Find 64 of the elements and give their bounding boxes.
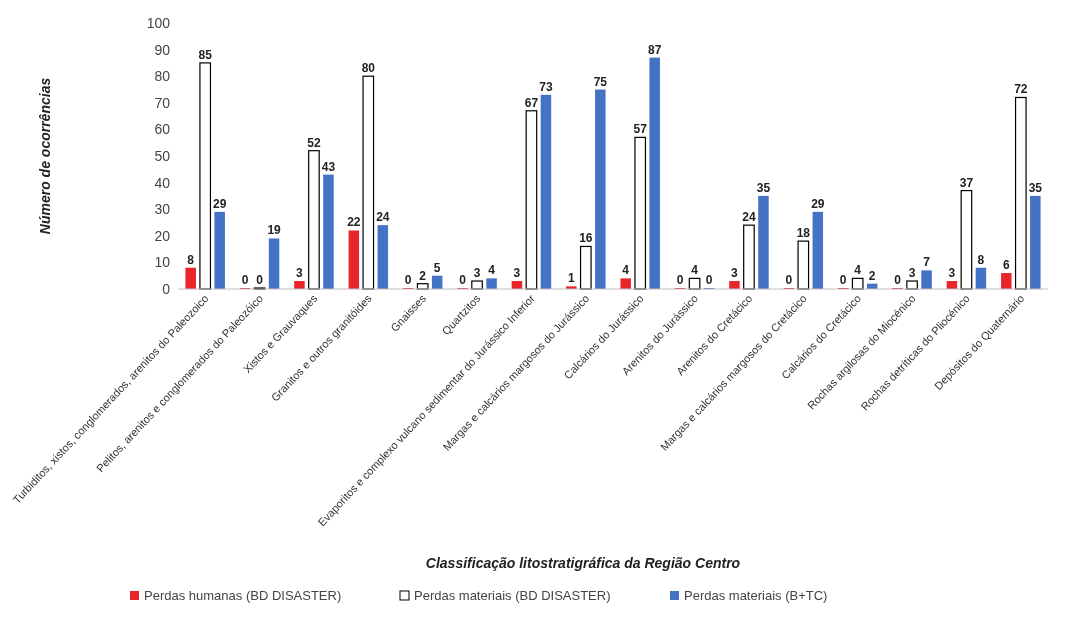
data-label: 85 <box>198 47 213 62</box>
data-label: 22 <box>347 215 361 230</box>
data-label: 0 <box>894 273 902 287</box>
data-label: 0 <box>785 273 793 287</box>
data-label: 0 <box>459 273 467 287</box>
data-label: 29 <box>811 196 825 211</box>
data-label: 0 <box>839 273 847 287</box>
y-tick-label: 30 <box>154 201 171 218</box>
data-label: 80 <box>361 61 376 76</box>
y-tick-label: 80 <box>154 68 171 85</box>
data-label: 52 <box>307 135 321 150</box>
data-label: 3 <box>473 266 481 281</box>
data-label: 8 <box>977 252 985 267</box>
data-label: 19 <box>267 223 282 238</box>
data-label: 3 <box>296 266 304 281</box>
data-label: 4 <box>622 263 630 278</box>
data-label: 37 <box>959 175 974 190</box>
data-label: 72 <box>1014 82 1028 97</box>
data-label: 4 <box>691 263 699 278</box>
data-label: 6 <box>1002 258 1010 273</box>
legend-label: Perdas materiais (BD DISASTER) <box>414 588 611 603</box>
y-tick-label: 0 <box>162 280 171 297</box>
x-axis-title: Classificação litostratigráfica da Região Centro <box>425 555 741 571</box>
data-label: 18 <box>796 226 811 241</box>
data-label: 3 <box>731 266 739 281</box>
y-tick-label: 40 <box>154 174 171 191</box>
data-label: 75 <box>593 74 608 89</box>
y-tick-label: 90 <box>154 41 171 58</box>
data-label: 0 <box>241 273 249 287</box>
data-label: 8 <box>187 252 195 267</box>
data-label: 0 <box>676 273 684 287</box>
data-label: 1 <box>567 271 575 286</box>
legend-label: Perdas humanas (BD DISASTER) <box>144 588 342 603</box>
data-label: 5 <box>433 260 441 275</box>
y-tick-label: 70 <box>154 94 171 111</box>
data-label: 7 <box>923 255 931 270</box>
data-label: 16 <box>579 231 593 246</box>
data-label: 2 <box>868 268 876 283</box>
data-label: 43 <box>321 159 336 174</box>
data-label: 4 <box>854 263 862 278</box>
data-label: 3 <box>948 266 956 281</box>
data-label: 2 <box>419 268 427 283</box>
data-label: 57 <box>633 122 648 137</box>
y-tick-label: 100 <box>146 14 171 31</box>
data-label: 3 <box>908 266 916 281</box>
data-label: 87 <box>648 42 662 57</box>
data-label: 4 <box>488 263 496 278</box>
data-label: 24 <box>376 210 390 225</box>
data-label: 67 <box>524 95 539 110</box>
y-tick-label: 20 <box>154 227 171 244</box>
y-tick-label: 60 <box>154 121 171 138</box>
data-label: 0 <box>256 273 264 287</box>
data-label: 73 <box>539 79 553 94</box>
data-label: 0 <box>404 273 412 287</box>
legend-label: Perdas materiais (B+TC) <box>684 588 828 603</box>
data-label: 29 <box>213 196 227 211</box>
data-label: 35 <box>756 180 771 195</box>
y-tick-label: 10 <box>154 254 171 271</box>
data-label: 35 <box>1028 180 1043 195</box>
data-label: 24 <box>742 210 756 225</box>
y-axis-title: Número de ocorrências <box>37 77 53 235</box>
data-label: 0 <box>705 273 713 287</box>
y-tick-label: 50 <box>154 147 171 164</box>
data-label: 3 <box>513 266 521 281</box>
